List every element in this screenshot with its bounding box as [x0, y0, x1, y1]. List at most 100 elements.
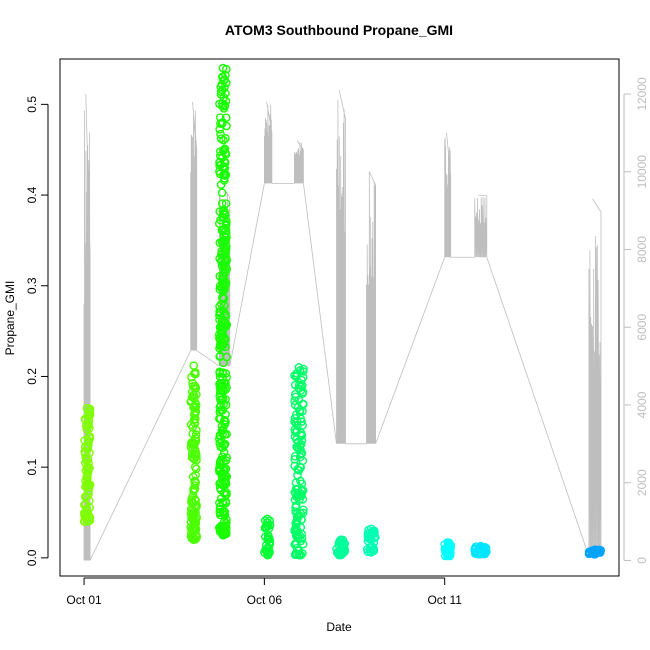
data-point	[371, 533, 380, 542]
secondary-series	[83, 90, 602, 561]
data-point	[290, 451, 300, 461]
data-point	[261, 545, 270, 555]
data-point	[336, 535, 346, 545]
data-point	[221, 199, 231, 208]
data-point	[221, 464, 231, 474]
data-point	[191, 449, 201, 459]
data-point	[265, 516, 275, 526]
data-point	[590, 549, 600, 559]
y-right-tick-label: 8000	[635, 236, 649, 263]
data-point	[218, 207, 228, 216]
data-point	[189, 361, 198, 370]
data-point	[441, 547, 450, 557]
secondary-trace-10	[588, 198, 602, 557]
plot-frame	[59, 58, 620, 577]
data-point	[219, 237, 228, 246]
data-point	[443, 551, 453, 561]
point-cluster-8	[440, 538, 456, 561]
data-point	[85, 463, 94, 473]
data-point	[218, 429, 227, 439]
data-point	[219, 293, 228, 303]
data-point	[190, 418, 199, 428]
data-point	[218, 425, 228, 434]
data-point	[220, 144, 230, 154]
data-point	[218, 507, 227, 517]
data-point	[366, 534, 376, 544]
y-tick-label: 0.2	[25, 368, 39, 385]
data-point	[215, 285, 225, 294]
data-point	[295, 476, 305, 486]
data-point	[220, 208, 229, 218]
data-point	[294, 533, 303, 543]
data-point	[220, 475, 230, 484]
data-point	[443, 538, 453, 547]
data-point	[290, 524, 300, 534]
data-point	[222, 383, 231, 392]
data-point	[221, 244, 231, 254]
secondary-trace-4	[264, 101, 273, 184]
data-point	[221, 280, 230, 290]
secondary-connector	[229, 183, 265, 367]
data-point	[336, 550, 346, 560]
data-point	[219, 104, 229, 113]
x-tick-label: Oct 11	[427, 593, 462, 607]
secondary-trace-7	[366, 171, 376, 444]
data-point	[82, 424, 91, 434]
data-point	[222, 515, 231, 525]
data-point	[218, 99, 227, 108]
secondary-trace-1	[83, 93, 91, 561]
data-point	[220, 439, 230, 449]
y-tick-label: 0.3	[25, 277, 39, 294]
data-point	[297, 436, 307, 445]
data-point	[291, 372, 301, 382]
data-point	[85, 432, 94, 442]
data-point	[217, 199, 227, 208]
data-point	[263, 514, 272, 524]
data-point	[216, 134, 226, 143]
data-point	[291, 478, 301, 488]
data-point	[222, 453, 231, 463]
data-point	[220, 267, 230, 277]
x-axis-label: Date	[326, 620, 352, 634]
data-point	[187, 497, 196, 507]
data-point	[366, 524, 376, 534]
data-point	[293, 464, 302, 474]
data-point	[81, 420, 91, 430]
y-axis-label: Propane_GMI	[3, 281, 17, 356]
data-point	[297, 448, 307, 458]
y-right-tick-label: 10000	[635, 155, 649, 189]
point-cluster-6	[332, 535, 350, 560]
data-point	[220, 169, 230, 178]
data-point	[218, 452, 227, 462]
data-point	[220, 257, 230, 267]
data-point	[81, 481, 91, 491]
point-cluster-5	[290, 363, 308, 560]
data-point	[191, 464, 201, 474]
data-point	[82, 403, 92, 413]
data-point	[296, 386, 306, 395]
data-point	[83, 444, 93, 454]
y-right-tick-label: 0	[635, 557, 649, 564]
data-point	[215, 459, 225, 469]
data-point	[298, 508, 308, 518]
y-tick-label: 0.4	[25, 186, 39, 203]
y-right-tick-label: 6000	[635, 314, 649, 341]
data-point	[218, 358, 228, 368]
point-cluster-4	[260, 514, 275, 560]
data-point	[263, 550, 272, 560]
secondary-connector	[196, 350, 220, 367]
data-point	[297, 486, 307, 496]
data-point	[470, 545, 480, 555]
data-point	[219, 135, 228, 145]
data-point	[189, 486, 198, 496]
y-tick-label: 0.5	[25, 96, 39, 113]
y-right-tick-label: 4000	[635, 391, 649, 418]
y-tick-label: 0.1	[25, 458, 39, 475]
data-point	[218, 225, 227, 235]
data-point	[290, 414, 300, 423]
data-point	[294, 395, 304, 405]
secondary-trace-6	[336, 90, 346, 444]
data-point	[215, 498, 224, 508]
secondary-connector	[375, 257, 446, 444]
data-point	[294, 363, 304, 372]
